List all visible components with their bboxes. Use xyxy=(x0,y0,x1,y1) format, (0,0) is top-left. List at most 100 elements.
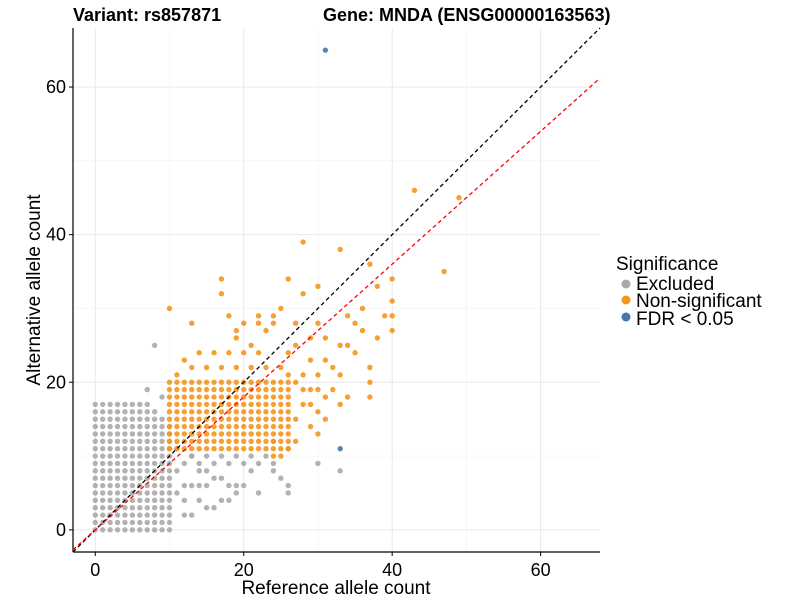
point-non-significant xyxy=(218,364,225,371)
chart-title-variant: Variant: rs857871 xyxy=(73,5,221,25)
point-excluded xyxy=(99,409,106,415)
point-excluded xyxy=(151,505,158,511)
point-excluded xyxy=(144,527,150,533)
point-non-significant xyxy=(241,423,247,430)
point-non-significant xyxy=(181,423,188,430)
point-non-significant xyxy=(241,438,247,444)
x-tick-label: 40 xyxy=(382,560,402,580)
point-non-significant xyxy=(270,431,277,437)
point-non-significant xyxy=(166,445,173,452)
point-excluded xyxy=(92,490,98,496)
point-excluded xyxy=(151,438,158,444)
point-non-significant xyxy=(181,416,188,422)
point-non-significant xyxy=(374,335,381,341)
point-non-significant xyxy=(248,431,254,437)
point-excluded xyxy=(151,453,158,459)
point-excluded xyxy=(92,445,98,452)
point-non-significant xyxy=(322,394,329,400)
point-excluded xyxy=(270,460,277,467)
point-non-significant xyxy=(278,445,284,452)
point-non-significant xyxy=(233,416,239,422)
point-excluded xyxy=(159,423,165,430)
point-excluded xyxy=(189,482,195,489)
point-excluded xyxy=(129,468,136,474)
point-non-significant xyxy=(263,438,269,444)
point-non-significant xyxy=(166,438,173,444)
point-excluded xyxy=(114,453,121,459)
point-non-significant xyxy=(263,394,269,400)
point-non-significant xyxy=(344,342,351,349)
point-non-significant xyxy=(263,431,269,437)
point-excluded xyxy=(129,505,136,511)
point-excluded xyxy=(337,468,343,474)
point-non-significant xyxy=(278,379,284,385)
point-excluded xyxy=(99,416,106,422)
point-non-significant xyxy=(285,350,291,356)
point-non-significant xyxy=(456,195,462,201)
point-non-significant xyxy=(211,401,217,408)
point-excluded xyxy=(114,482,121,489)
point-excluded xyxy=(159,527,165,533)
point-non-significant xyxy=(263,416,269,422)
point-excluded xyxy=(159,394,165,400)
point-non-significant xyxy=(278,416,284,422)
point-non-significant xyxy=(270,445,277,452)
point-non-significant xyxy=(181,401,188,408)
point-excluded xyxy=(189,512,195,518)
point-non-significant xyxy=(255,386,262,393)
point-excluded xyxy=(248,468,254,474)
point-excluded xyxy=(122,505,128,511)
point-non-significant xyxy=(285,379,291,385)
point-non-significant xyxy=(241,416,247,422)
point-non-significant xyxy=(166,409,173,415)
point-non-significant xyxy=(300,401,306,408)
point-non-significant xyxy=(203,423,210,430)
point-excluded xyxy=(226,497,232,504)
point-excluded xyxy=(144,490,150,496)
point-non-significant xyxy=(226,438,232,444)
point-non-significant xyxy=(166,379,173,385)
point-excluded xyxy=(122,468,128,474)
point-excluded xyxy=(129,431,136,437)
point-non-significant xyxy=(367,364,373,371)
point-non-significant xyxy=(367,261,373,267)
point-excluded xyxy=(107,460,113,467)
point-non-significant xyxy=(196,401,202,408)
point-non-significant xyxy=(189,320,195,326)
point-excluded xyxy=(122,438,128,444)
point-non-significant xyxy=(226,409,232,415)
point-non-significant xyxy=(263,364,269,371)
point-non-significant xyxy=(389,276,395,282)
point-non-significant xyxy=(389,313,395,319)
point-excluded xyxy=(285,482,291,489)
point-excluded xyxy=(122,527,128,533)
point-non-significant xyxy=(322,335,329,341)
point-non-significant xyxy=(270,379,277,385)
point-excluded xyxy=(129,512,136,518)
point-non-significant xyxy=(233,423,239,430)
point-excluded xyxy=(99,431,106,437)
point-excluded xyxy=(92,505,98,511)
point-non-significant xyxy=(211,386,217,393)
point-non-significant xyxy=(344,394,351,400)
point-non-significant xyxy=(166,431,173,437)
point-non-significant xyxy=(248,342,254,349)
point-non-significant xyxy=(233,445,239,452)
point-excluded xyxy=(203,453,210,459)
point-excluded xyxy=(129,475,136,481)
point-excluded xyxy=(92,512,98,518)
point-non-significant xyxy=(285,409,291,415)
point-excluded xyxy=(114,445,121,452)
point-non-significant xyxy=(263,327,269,334)
point-excluded xyxy=(114,475,121,481)
point-non-significant xyxy=(255,320,262,326)
point-non-significant xyxy=(248,394,254,400)
point-non-significant xyxy=(352,320,358,326)
point-fdr-0-05 xyxy=(337,445,343,452)
point-excluded xyxy=(92,431,98,437)
point-non-significant xyxy=(181,379,188,385)
point-non-significant xyxy=(233,394,239,400)
point-excluded xyxy=(107,505,113,511)
point-non-significant xyxy=(189,386,195,393)
point-excluded xyxy=(159,445,165,452)
